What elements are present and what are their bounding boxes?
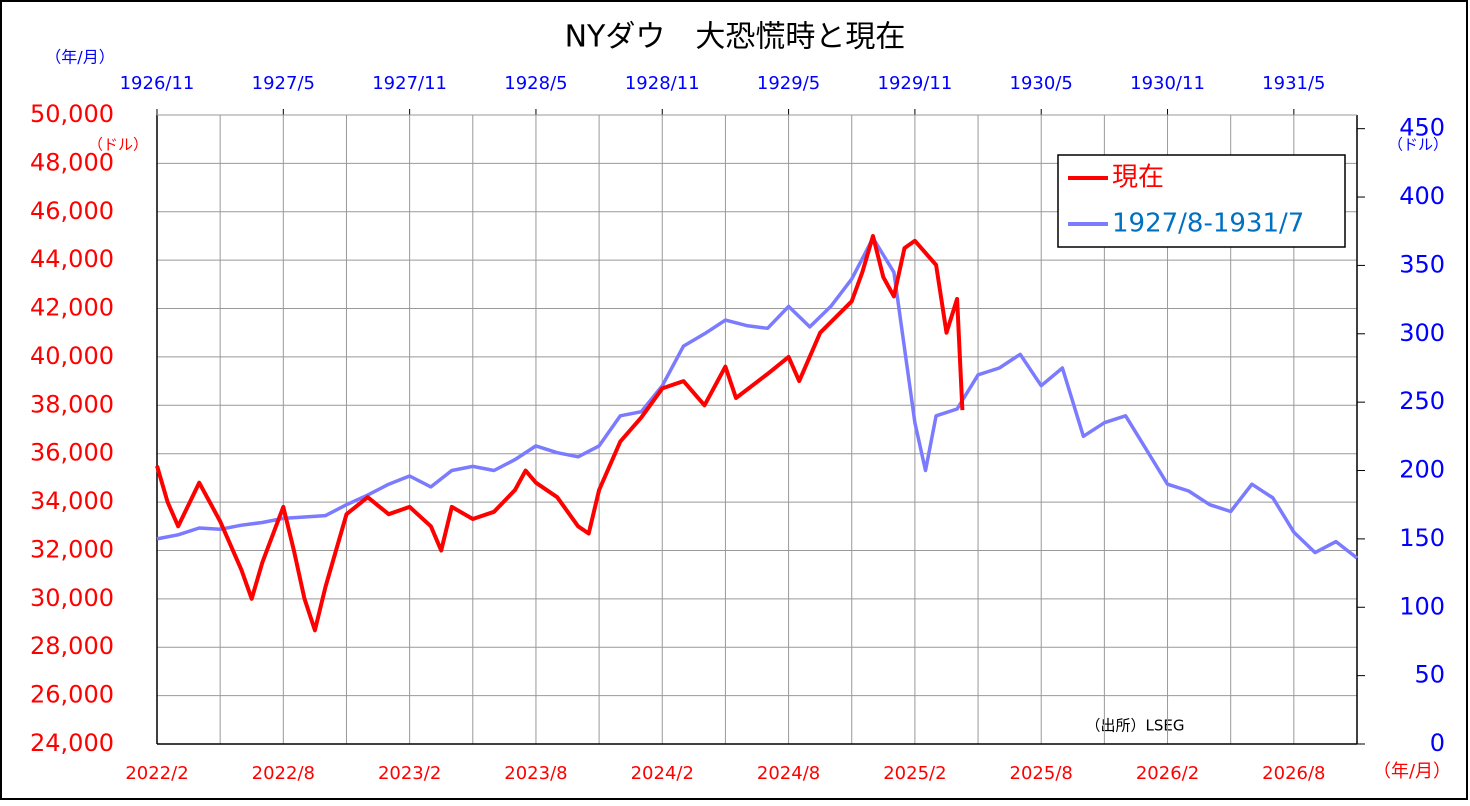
y-tick-label: 30,000 [30,584,114,612]
x2-tick-label: 1931/5 [1262,73,1325,94]
x-tick-label: 2022/8 [252,763,315,784]
y-tick-label: 24,000 [30,729,114,757]
x2-tick-label: 1927/11 [372,73,447,94]
x2-tick-label: 1929/5 [757,73,820,94]
y2-tick-label: 150 [1399,524,1445,552]
y-tick-label: 36,000 [30,439,114,467]
x-tick-label: 2024/2 [631,763,694,784]
x2-tick-label: 1930/5 [1010,73,1073,94]
x-tick-label: 2026/2 [1136,763,1199,784]
y-tick-label: 46,000 [30,197,114,225]
y2-tick-label: 200 [1399,456,1445,484]
y-tick-label: 32,000 [30,535,114,563]
y-tick-label: 38,000 [30,390,114,418]
x-tick-label: 2023/8 [504,763,567,784]
x2-tick-label: 1926/11 [120,73,195,94]
x-tick-label: 2025/8 [1010,763,1073,784]
y-tick-label: 48,000 [30,148,114,176]
source-note: （出所）LSEG [1086,717,1185,735]
legend-label: 1927/8-1931/7 [1112,209,1304,239]
chart-title: NYダウ 大恐慌時と現在 [565,20,906,55]
y2-tick-label: 250 [1399,387,1445,415]
y2-tick-label: 450 [1399,114,1445,142]
x2-unit: （年/月） [45,48,114,67]
x2-tick-label: 1929/11 [878,73,953,94]
y2-tick-label: 100 [1399,592,1445,620]
x2-tick-label: 1927/5 [252,73,315,94]
x-unit: （年/月） [1373,761,1451,782]
x2-tick-label: 1930/11 [1130,73,1205,94]
legend-box [1057,154,1346,248]
y2-tick-label: 300 [1399,319,1445,347]
y-tick-label: 42,000 [30,294,114,322]
y-tick-label: 50,000 [30,100,114,128]
x-tick-label: 2026/8 [1262,763,1325,784]
series-line [156,236,1359,560]
y2-tick-label: 350 [1399,250,1445,278]
x2-tick-label: 1928/5 [504,73,567,94]
y-tick-label: 28,000 [30,632,114,660]
y2-tick-label: 400 [1399,182,1445,210]
plot [155,234,1359,633]
legend-label: 現在 [1112,163,1164,193]
y2-tick-label: 50 [1414,661,1445,689]
legend: 現在 1927/8-1931/7 [1057,154,1346,248]
y-tick-label: 34,000 [30,487,114,515]
x-tick-label: 2025/2 [883,763,946,784]
x-tick-label: 2023/2 [378,763,441,784]
y-tick-label: 40,000 [30,342,114,370]
y2-unit: （ドル） [1388,136,1448,154]
y-tick-label: 44,000 [30,245,114,273]
x-tick-label: 2022/2 [125,763,188,784]
y-unit: （ドル） [88,136,148,154]
series-line [155,234,965,633]
grid [156,109,1365,745]
y-tick-label: 26,000 [30,681,114,709]
y2-tick-label: 0 [1430,729,1445,757]
x-tick-label: 2024/8 [757,763,820,784]
x2-tick-label: 1928/11 [625,73,700,94]
